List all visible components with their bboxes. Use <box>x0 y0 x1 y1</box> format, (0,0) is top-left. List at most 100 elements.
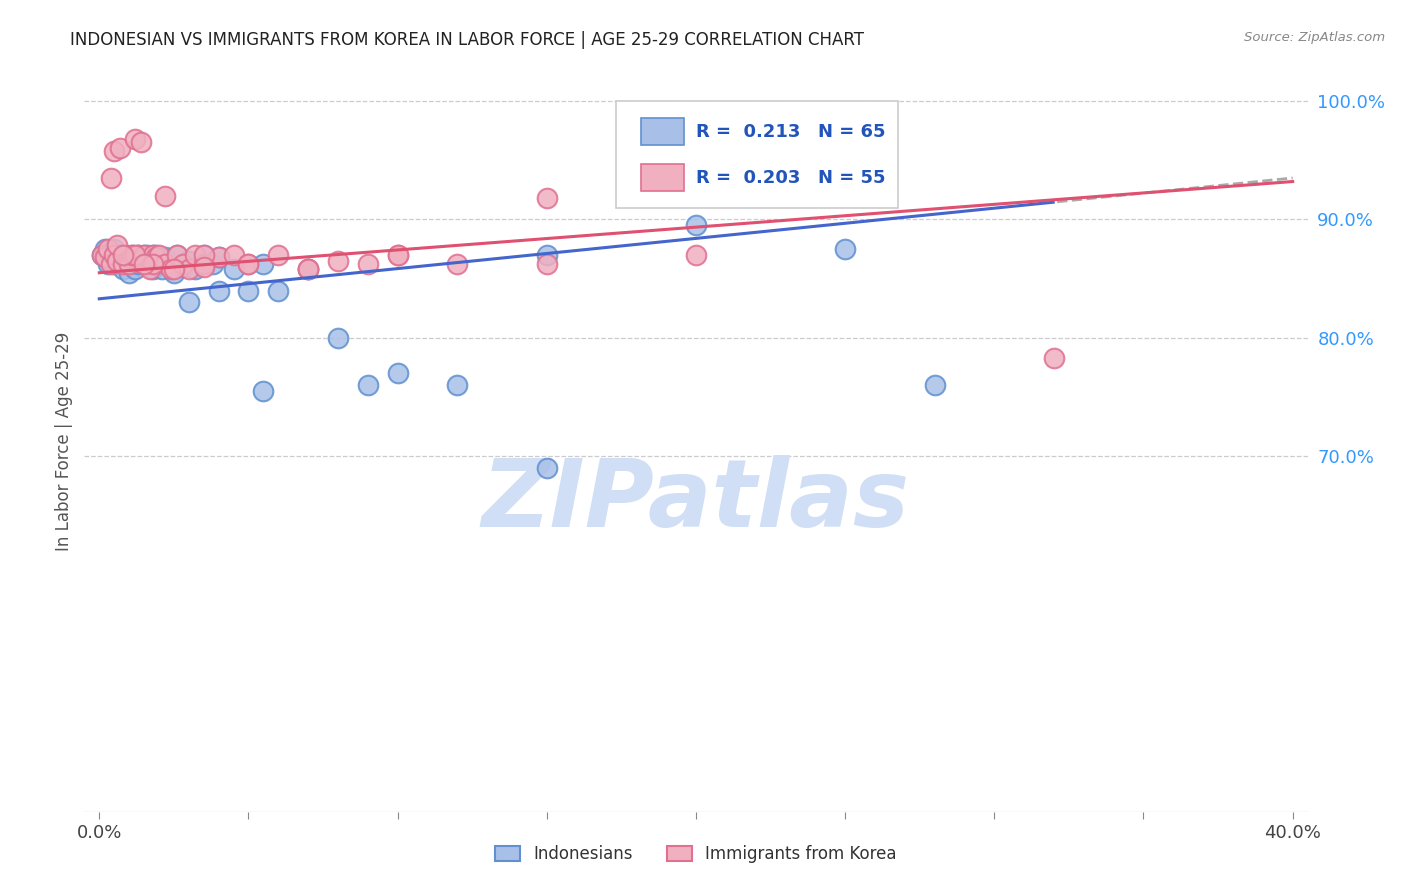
Point <box>924 378 946 392</box>
Point <box>118 250 141 264</box>
Point <box>124 262 146 277</box>
Point <box>163 262 186 277</box>
Point <box>446 257 468 271</box>
Point <box>142 257 165 271</box>
Point <box>94 242 117 256</box>
Point <box>100 248 122 262</box>
Point <box>124 248 146 262</box>
Point <box>105 253 128 268</box>
Point <box>222 248 245 262</box>
Point <box>136 253 159 268</box>
Point <box>446 378 468 392</box>
Point <box>148 248 170 262</box>
Point <box>326 331 349 345</box>
Point <box>326 253 349 268</box>
Point <box>297 262 319 277</box>
Text: N = 65: N = 65 <box>818 123 886 141</box>
Point <box>193 260 215 274</box>
Point <box>163 266 186 280</box>
Point <box>108 141 131 155</box>
Point <box>207 284 229 298</box>
Text: INDONESIAN VS IMMIGRANTS FROM KOREA IN LABOR FORCE | AGE 25-29 CORRELATION CHART: INDONESIAN VS IMMIGRANTS FROM KOREA IN L… <box>70 31 865 49</box>
Point <box>177 262 200 277</box>
Point <box>172 257 194 271</box>
Text: R =  0.213: R = 0.213 <box>696 123 800 141</box>
Legend: Indonesians, Immigrants from Korea: Indonesians, Immigrants from Korea <box>489 838 903 870</box>
Point <box>177 295 200 310</box>
Point <box>238 257 260 271</box>
Point <box>132 248 155 262</box>
Point <box>124 132 146 146</box>
Point <box>132 257 155 271</box>
Point <box>222 262 245 277</box>
Point <box>297 262 319 277</box>
Point <box>97 248 120 262</box>
Point <box>94 250 117 264</box>
Point <box>121 248 143 262</box>
Point <box>136 257 159 271</box>
Point <box>129 136 152 150</box>
Point <box>153 250 176 264</box>
Point <box>108 257 131 271</box>
Point <box>112 262 135 277</box>
Point <box>97 242 120 256</box>
Point <box>91 248 114 262</box>
Point <box>121 248 143 262</box>
Point <box>357 257 380 271</box>
Point <box>100 257 122 271</box>
Point <box>160 262 183 277</box>
Point <box>105 248 128 262</box>
Point <box>108 250 131 264</box>
Point <box>94 250 117 264</box>
Point <box>193 248 215 262</box>
Point <box>136 248 159 262</box>
Text: ZIPatlas: ZIPatlas <box>482 455 910 547</box>
Point <box>207 250 229 264</box>
Point <box>145 250 167 264</box>
Point <box>166 248 188 262</box>
Point <box>115 248 138 262</box>
Point <box>118 266 141 280</box>
Point <box>148 257 170 271</box>
Point <box>536 248 558 262</box>
Point <box>184 248 207 262</box>
Point <box>121 257 143 271</box>
Point <box>112 257 135 271</box>
FancyBboxPatch shape <box>641 119 683 145</box>
Point <box>108 248 131 262</box>
Point <box>97 257 120 271</box>
FancyBboxPatch shape <box>616 101 898 209</box>
Point <box>387 367 409 381</box>
Point <box>105 253 128 268</box>
Y-axis label: In Labor Force | Age 25-29: In Labor Force | Age 25-29 <box>55 332 73 551</box>
Point <box>536 461 558 475</box>
Point <box>207 250 229 264</box>
Point <box>142 248 165 262</box>
Point <box>127 257 149 271</box>
Point <box>127 248 149 262</box>
Text: R =  0.203: R = 0.203 <box>696 169 800 186</box>
Point <box>685 248 707 262</box>
Point <box>124 250 146 264</box>
Point <box>166 248 188 262</box>
Point <box>115 257 138 271</box>
Point <box>145 248 167 262</box>
Point <box>238 257 260 271</box>
Point <box>103 248 125 262</box>
Point <box>112 253 135 268</box>
Point <box>132 257 155 271</box>
Point <box>103 242 125 256</box>
Point <box>153 188 176 202</box>
Point <box>112 248 135 262</box>
Point <box>357 378 380 392</box>
Point <box>193 248 215 262</box>
Point <box>100 171 122 186</box>
Point <box>536 257 558 271</box>
Point <box>834 242 856 256</box>
Point <box>252 257 274 271</box>
Point <box>100 253 122 268</box>
FancyBboxPatch shape <box>641 164 683 191</box>
Point <box>91 248 114 262</box>
Point <box>297 262 319 277</box>
Point <box>105 238 128 252</box>
